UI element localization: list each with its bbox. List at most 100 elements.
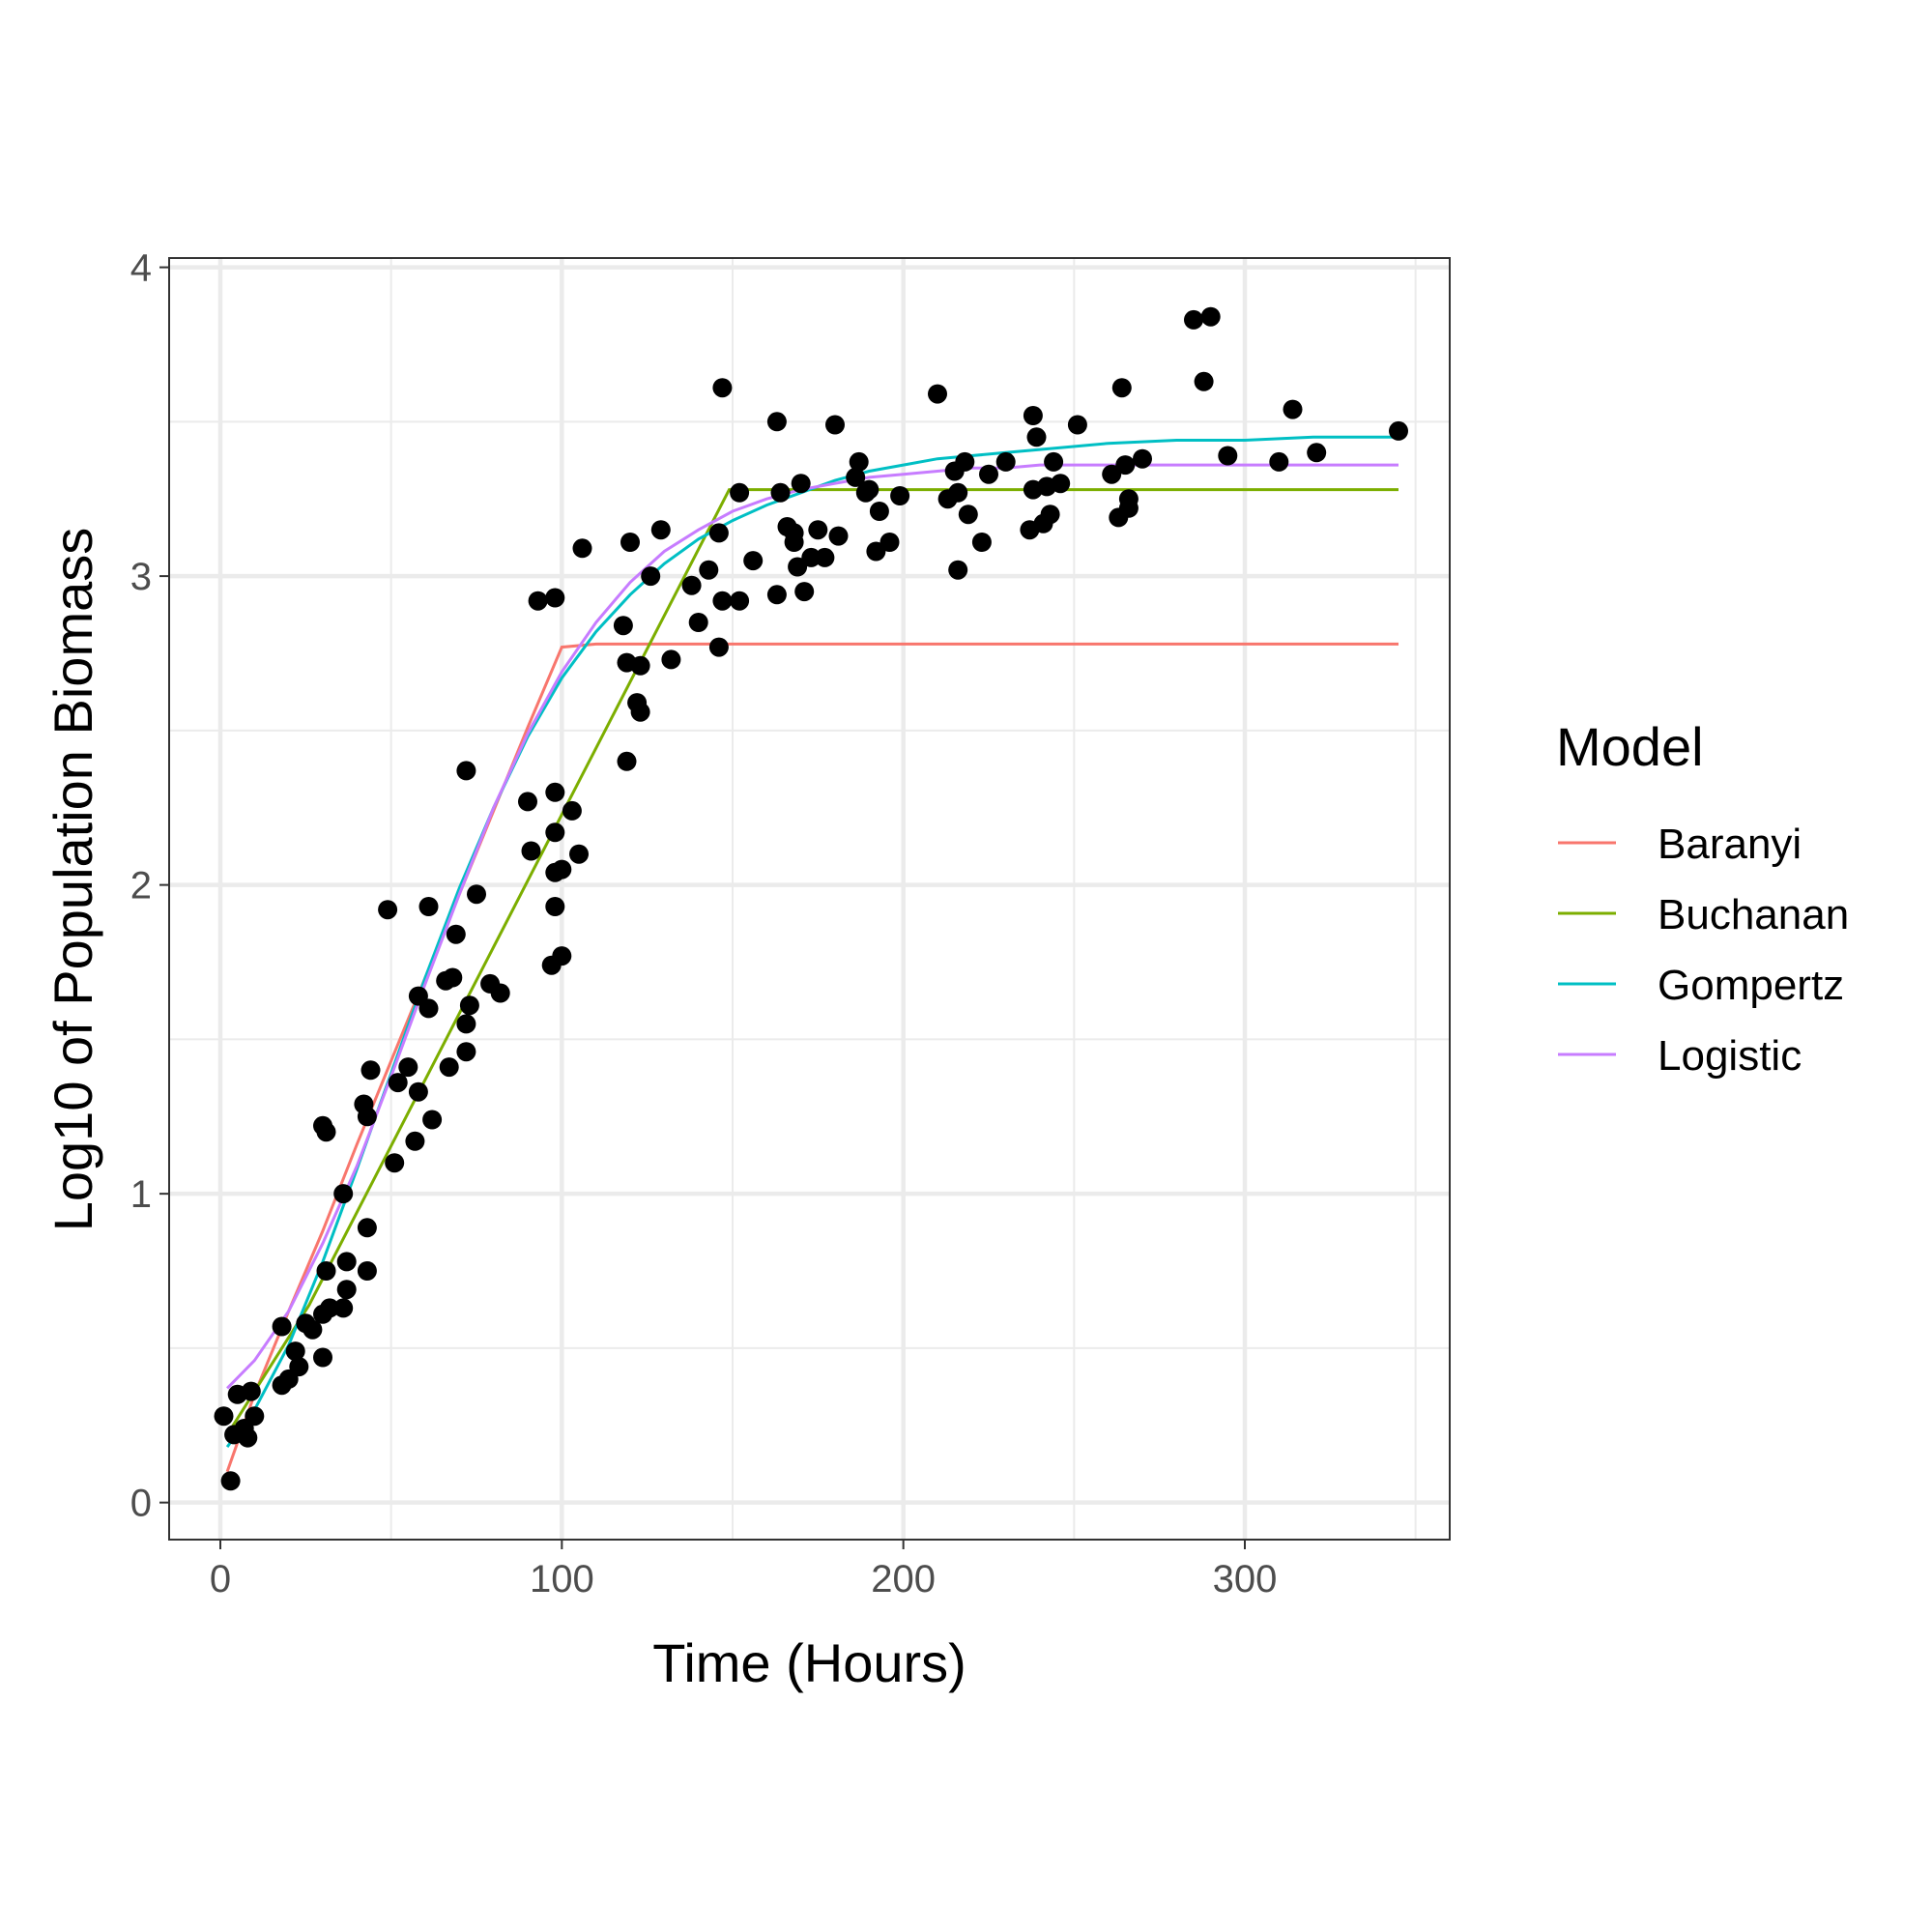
- data-point: [995, 451, 1016, 472]
- data-point: [214, 1406, 234, 1427]
- data-point: [681, 575, 702, 595]
- data-point: [1307, 443, 1327, 463]
- data-point: [220, 1471, 241, 1491]
- data-point: [385, 1153, 405, 1173]
- data-point: [1118, 489, 1139, 509]
- data-point: [958, 505, 978, 525]
- data-point: [545, 897, 565, 916]
- data-point: [316, 1122, 336, 1142]
- data-point: [333, 1298, 354, 1318]
- data-point: [613, 616, 633, 636]
- data-point: [456, 1042, 476, 1062]
- y-tick-label: 3: [130, 556, 152, 598]
- data-point: [459, 995, 479, 1016]
- legend: Model Baranyi Buchanan Gompertz Logistic: [1556, 716, 1849, 1080]
- data-point: [766, 585, 787, 605]
- data-point: [456, 1014, 476, 1034]
- data-point: [418, 998, 439, 1019]
- data-point: [313, 1347, 332, 1368]
- data-point: [408, 1081, 428, 1102]
- data-point: [730, 482, 750, 503]
- data-point: [699, 560, 719, 580]
- legend-items: Baranyi Buchanan Gompertz Logistic: [1558, 821, 1849, 1080]
- data-point: [641, 566, 661, 587]
- data-point: [1115, 455, 1136, 476]
- axes: 0 100 200 300 0 1 2 3 4: [130, 247, 1278, 1600]
- data-point: [617, 751, 637, 771]
- data-point: [712, 591, 733, 611]
- data-point: [730, 591, 750, 611]
- data-point: [456, 761, 476, 781]
- data-point: [303, 1319, 323, 1340]
- data-point: [422, 1110, 443, 1130]
- data-point: [357, 1218, 377, 1238]
- data-point: [948, 560, 968, 580]
- data-point: [1133, 448, 1152, 469]
- data-point: [650, 520, 671, 540]
- data-point: [1051, 474, 1071, 494]
- data-point: [1200, 306, 1221, 327]
- data-point: [238, 1427, 258, 1448]
- data-point: [743, 551, 764, 571]
- data-point: [828, 526, 849, 546]
- data-point: [708, 637, 729, 657]
- data-point: [320, 1298, 340, 1318]
- y-tick-label: 2: [130, 865, 152, 908]
- y-tick-label: 0: [130, 1483, 152, 1525]
- data-point: [272, 1316, 292, 1337]
- data-point: [405, 1131, 425, 1151]
- data-point: [630, 655, 650, 676]
- data-point: [418, 897, 439, 916]
- data-point: [890, 486, 910, 505]
- data-point: [1389, 420, 1408, 441]
- data-point: [688, 613, 708, 632]
- data-point: [794, 582, 815, 602]
- data-point: [1218, 446, 1238, 466]
- data-point: [846, 467, 866, 487]
- data-point: [801, 547, 822, 567]
- data-point: [815, 547, 835, 567]
- data-point: [630, 702, 650, 722]
- data-point: [562, 800, 582, 821]
- data-point: [1283, 399, 1303, 419]
- data-point: [955, 451, 975, 472]
- data-point: [443, 967, 463, 988]
- data-point: [285, 1341, 305, 1362]
- data-point: [490, 983, 510, 1003]
- panel-background: [169, 258, 1450, 1540]
- data-point: [1102, 464, 1122, 484]
- data-point: [971, 533, 992, 552]
- data-point: [333, 1184, 354, 1204]
- data-point: [388, 1073, 408, 1093]
- data-point: [446, 924, 466, 944]
- data-point: [572, 538, 592, 559]
- data-point: [245, 1406, 265, 1427]
- data-point: [378, 900, 398, 920]
- data-point: [661, 649, 681, 670]
- data-point: [336, 1280, 357, 1300]
- data-point: [791, 474, 811, 494]
- data-point: [521, 841, 541, 861]
- data-point: [357, 1261, 377, 1281]
- data-point: [1184, 309, 1203, 330]
- data-point: [241, 1381, 261, 1401]
- data-point: [979, 464, 998, 484]
- legend-title: Model: [1556, 716, 1704, 777]
- panel-border: [168, 257, 1451, 1541]
- data-point: [545, 822, 565, 843]
- data-point: [1194, 371, 1214, 391]
- data-point: [552, 859, 572, 879]
- data-point: [1067, 415, 1087, 435]
- legend-label-baranyi: Baranyi: [1658, 821, 1802, 868]
- data-point: [545, 782, 565, 802]
- data-point: [518, 792, 537, 812]
- plot-panel: [168, 257, 1451, 1541]
- data-point: [849, 451, 869, 472]
- data-point: [357, 1107, 377, 1127]
- x-axis-title: Time (Hours): [652, 1632, 966, 1693]
- data-point: [545, 588, 565, 608]
- y-tick-label: 1: [130, 1173, 152, 1216]
- x-tick-label: 0: [210, 1558, 231, 1600]
- data-point: [866, 541, 886, 562]
